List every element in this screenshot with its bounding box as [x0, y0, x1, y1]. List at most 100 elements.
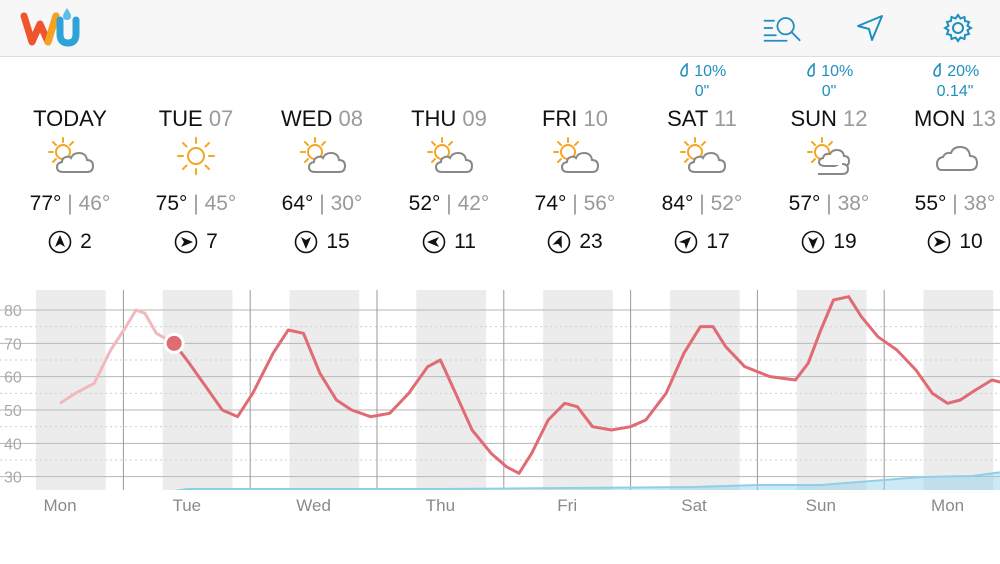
cloudy-icon [930, 136, 980, 176]
day-label: TUE [158, 106, 203, 131]
low-temp: 42° [457, 192, 490, 215]
wind-info: 2 [7, 230, 133, 254]
gear-icon[interactable] [938, 10, 978, 46]
day-column[interactable]: 10% 0" SAT 11 84° | 52° 17 [639, 56, 765, 290]
day-column[interactable]: THU 09 52° | 42° 11 [386, 56, 512, 290]
temp-range: 74° | 56° [534, 192, 616, 215]
wind-direction-icon [674, 230, 698, 254]
day-date: 12 [843, 106, 868, 131]
mostly-cloudy-icon [804, 136, 854, 176]
precip-info: 20% 0.14" [892, 62, 1000, 102]
day-name: MON 13 [872, 106, 1000, 132]
day-column[interactable]: 20% 0.14" MON 13 55° | 38° 10 [892, 56, 1000, 290]
low-temp: 38° [837, 192, 870, 215]
partly-cloudy-icon [677, 136, 727, 176]
temp-range: 84° | 52° [661, 192, 743, 215]
day-label: TODAY [33, 106, 107, 131]
day-date: 13 [971, 106, 996, 131]
wind-speed: 2 [80, 230, 92, 253]
night-band [162, 290, 233, 490]
wind-info: 10 [892, 230, 1000, 254]
day-date: 11 [714, 106, 737, 131]
x-axis-label: Sat [681, 496, 707, 515]
night-band [796, 290, 867, 490]
wind-info: 7 [133, 230, 259, 254]
x-axis-labels: Mon Tue Wed Thu Fri Sat Sun Mon [0, 490, 1000, 520]
wu-logo[interactable] [20, 6, 86, 50]
day-name: THU 09 [366, 106, 532, 132]
day-date: 08 [338, 106, 363, 131]
forecast-days: TODAY 77° | 46° 2 TUE 07 75° | 45° 7 WED… [0, 56, 1000, 290]
day-name: WED 08 [239, 106, 405, 132]
precip-chance: 10% [694, 63, 727, 80]
wind-speed: 11 [454, 230, 476, 253]
day-name: SAT 11 [619, 106, 785, 132]
day-label: SUN [790, 106, 837, 131]
precip-info: 10% 0" [766, 62, 892, 102]
night-band [35, 290, 106, 490]
current-time-marker [163, 332, 185, 354]
x-axis-label: Mon [931, 496, 965, 515]
day-column[interactable]: WED 08 64° | 30° 15 [259, 56, 385, 290]
high-temp: 77° [29, 192, 62, 215]
app-header [0, 0, 1000, 57]
high-temp: 55° [914, 192, 947, 215]
wind-direction-icon [801, 230, 825, 254]
low-temp: 30° [330, 192, 363, 215]
temperature-line [172, 295, 1000, 475]
night-band [923, 290, 994, 490]
low-temp: 52° [710, 192, 743, 215]
temp-range: 77° | 46° [29, 192, 111, 215]
low-temp: 45° [204, 192, 237, 215]
day-column[interactable]: FRI 10 74° | 56° 23 [512, 56, 638, 290]
high-temp: 64° [281, 192, 314, 215]
day-name: TUE 07 [113, 106, 279, 132]
search-list-icon[interactable] [762, 10, 802, 46]
wind-info: 19 [766, 230, 892, 254]
y-axis-label: 50 [4, 403, 22, 420]
wind-speed: 19 [833, 230, 857, 253]
wind-direction-icon [294, 230, 318, 254]
day-name: FRI 10 [492, 106, 658, 132]
temperature-graph[interactable]: 80 70 60 50 40 30 [0, 290, 1000, 490]
wind-direction-icon [48, 230, 72, 254]
precip-info: 10% 0" [639, 62, 765, 102]
day-date: 10 [583, 106, 609, 131]
raindrop-icon [805, 62, 817, 80]
high-temp: 74° [534, 192, 567, 215]
precip-chance: 20% [947, 63, 980, 80]
wind-direction-icon [547, 230, 571, 254]
day-label: WED [281, 106, 333, 131]
day-column[interactable]: 10% 0" SUN 12 57° | 38° 19 [766, 56, 892, 290]
day-column[interactable]: TODAY 77° | 46° 2 [7, 56, 133, 290]
temperature-line-past [59, 308, 175, 405]
x-axis-label: Fri [557, 496, 578, 515]
wind-speed: 7 [206, 230, 218, 253]
night-band [543, 290, 613, 490]
x-axis-label: Tue [172, 496, 202, 515]
raindrop-icon [931, 62, 943, 80]
partly-cloudy-icon [297, 136, 347, 176]
wind-info: 11 [386, 230, 512, 254]
day-label: MON [914, 106, 966, 131]
y-axis-label: 40 [4, 436, 22, 453]
x-axis-label: Mon [43, 496, 77, 515]
day-label: FRI [541, 106, 578, 131]
wind-info: 15 [259, 230, 385, 254]
precip-amount: 0" [694, 83, 710, 100]
day-label: THU [411, 106, 457, 131]
precip-amount: 0" [821, 83, 837, 100]
high-temp: 52° [408, 192, 441, 215]
high-temp: 57° [788, 192, 821, 215]
wind-speed: 17 [706, 230, 730, 253]
day-column[interactable]: TUE 07 75° | 45° 7 [133, 56, 259, 290]
precip-amount: 0.14" [936, 83, 974, 100]
location-arrow-icon[interactable] [850, 10, 890, 46]
wind-speed: 10 [959, 230, 983, 253]
partly-cloudy-icon [45, 136, 95, 176]
high-temp: 75° [155, 192, 188, 215]
x-axis-label: Sun [805, 496, 836, 515]
day-date: 09 [462, 106, 487, 131]
wind-info: 17 [639, 230, 765, 254]
temp-range: 57° | 38° [788, 192, 870, 215]
